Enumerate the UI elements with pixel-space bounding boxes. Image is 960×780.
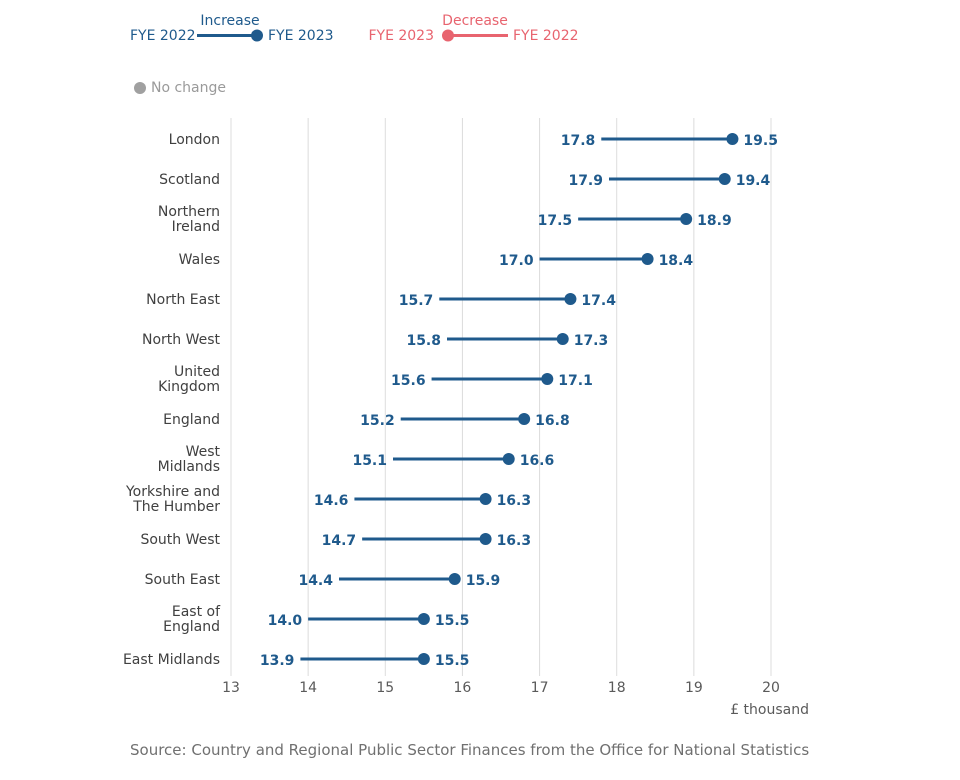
x-tick-label-17: 17	[531, 680, 549, 696]
legend-decrease-to: FYE 2022	[513, 28, 579, 44]
data-label-fye2022-yorkshire-and-the-humber: 14.6	[314, 493, 349, 509]
data-label-fye2022-scotland: 17.9	[568, 173, 603, 189]
y-label-east-of-england: East of England	[163, 604, 221, 635]
y-label-south-east: South East	[145, 572, 221, 588]
data-label-fye2023-scotland: 19.4	[736, 173, 771, 189]
y-label-yorkshire-and-the-humber: Yorkshire and The Humber	[125, 484, 220, 515]
data-label-fye2022-east-midlands: 13.9	[260, 653, 295, 669]
legend-increase-from: FYE 2022	[130, 28, 196, 44]
data-label-fye2023-east-of-england: 15.5	[435, 613, 470, 629]
x-tick-label-16: 16	[454, 680, 472, 696]
x-axis-label: £ thousand	[730, 702, 809, 718]
x-tick-label-15: 15	[376, 680, 394, 696]
y-label-scotland: Scotland	[159, 172, 220, 188]
legend-increase-dot	[251, 29, 263, 42]
dot-fye2023-south-east	[448, 573, 461, 585]
data-label-fye2023-east-midlands: 15.5	[435, 653, 470, 669]
x-tick-label-13: 13	[222, 680, 240, 696]
y-label-east-midlands: East Midlands	[123, 652, 220, 668]
gridlines	[230, 118, 772, 676]
legend-nochange-dot	[134, 82, 146, 94]
x-axis-ticks: 13 14 15 16 17 18 19 20	[222, 680, 780, 696]
dot-fye2023-scotland	[718, 173, 731, 185]
data-label-fye2023-united-kingdom: 17.1	[558, 373, 593, 389]
dot-fye2023-north-west	[556, 333, 569, 345]
x-tick-label-14: 14	[299, 680, 317, 696]
data-label-fye2022-england: 15.2	[360, 413, 395, 429]
source-note: Source: Country and Regional Public Sect…	[130, 741, 810, 759]
legend-increase-to: FYE 2023	[268, 28, 334, 44]
dot-fye2023-yorkshire-and-the-humber	[479, 493, 492, 505]
data-label-fye2022-united-kingdom: 15.6	[391, 373, 426, 389]
legend-decrease-from: FYE 2023	[368, 28, 434, 44]
y-label-north-east: North East	[146, 292, 220, 308]
legend: Increase FYE 2022 FYE 2023 Decrease FYE …	[130, 13, 579, 96]
x-tick-label-18: 18	[608, 680, 626, 696]
dot-fye2023-west-midlands	[502, 453, 515, 465]
data-label-fye2023-west-midlands: 16.6	[520, 453, 555, 469]
data-label-fye2023-england: 16.8	[535, 413, 570, 429]
dot-fye2023-east-of-england	[417, 613, 430, 625]
legend-decrease-dot	[442, 29, 454, 42]
data-label-fye2022-west-midlands: 15.1	[352, 453, 387, 469]
legend-decrease-title: Decrease	[442, 13, 508, 29]
dot-fye2023-wales	[641, 253, 654, 265]
data-label-fye2022-wales: 17.0	[499, 253, 534, 269]
dot-fye2023-united-kingdom	[541, 373, 554, 385]
data-label-fye2022-south-east: 14.4	[298, 573, 333, 589]
dot-fye2023-london	[726, 133, 739, 145]
data-label-fye2023-north-west: 17.3	[574, 333, 609, 349]
y-axis-labels: London Scotland Northern Ireland Wales North …	[123, 132, 221, 668]
dot-fye2023-northern-ireland	[680, 213, 693, 225]
data-label-fye2023-south-west: 16.3	[497, 533, 532, 549]
legend-nochange-label: No change	[151, 80, 226, 96]
x-tick-label-20: 20	[762, 680, 780, 696]
data-label-fye2022-south-west: 14.7	[322, 533, 357, 549]
data-label-fye2022-london: 17.8	[561, 133, 596, 149]
y-label-wales: Wales	[179, 252, 220, 268]
data-marks: 17.8 19.5 17.9 19.4 17.5 18.9 17.0 18.4 15.7 17.4…	[260, 133, 778, 669]
data-label-fye2022-north-west: 15.8	[406, 333, 441, 349]
y-label-west-midlands: West Midlands	[158, 444, 221, 475]
data-label-fye2023-wales: 18.4	[659, 253, 694, 269]
legend-increase-title: Increase	[200, 13, 259, 29]
y-label-south-west: South West	[140, 532, 220, 548]
data-label-fye2023-northern-ireland: 18.9	[697, 213, 732, 229]
y-label-united-kingdom: United Kingdom	[158, 364, 220, 395]
y-label-north-west: North West	[142, 332, 221, 348]
data-label-fye2023-yorkshire-and-the-humber: 16.3	[497, 493, 532, 509]
data-label-fye2022-northern-ireland: 17.5	[538, 213, 573, 229]
data-label-fye2023-london: 19.5	[743, 133, 778, 149]
dot-fye2023-east-midlands	[417, 653, 430, 665]
y-label-england: England	[163, 412, 220, 428]
dot-fye2023-north-east	[564, 293, 577, 305]
dot-fye2023-england	[518, 413, 531, 425]
y-label-london: London	[169, 132, 220, 148]
dot-fye2023-south-west	[479, 533, 492, 545]
data-label-fye2022-north-east: 15.7	[399, 293, 434, 309]
data-label-fye2023-north-east: 17.4	[581, 293, 616, 309]
data-label-fye2022-east-of-england: 14.0	[268, 613, 303, 629]
x-tick-label-19: 19	[685, 680, 703, 696]
y-label-northern-ireland: Northern Ireland	[158, 204, 220, 235]
data-label-fye2023-south-east: 15.9	[466, 573, 501, 589]
